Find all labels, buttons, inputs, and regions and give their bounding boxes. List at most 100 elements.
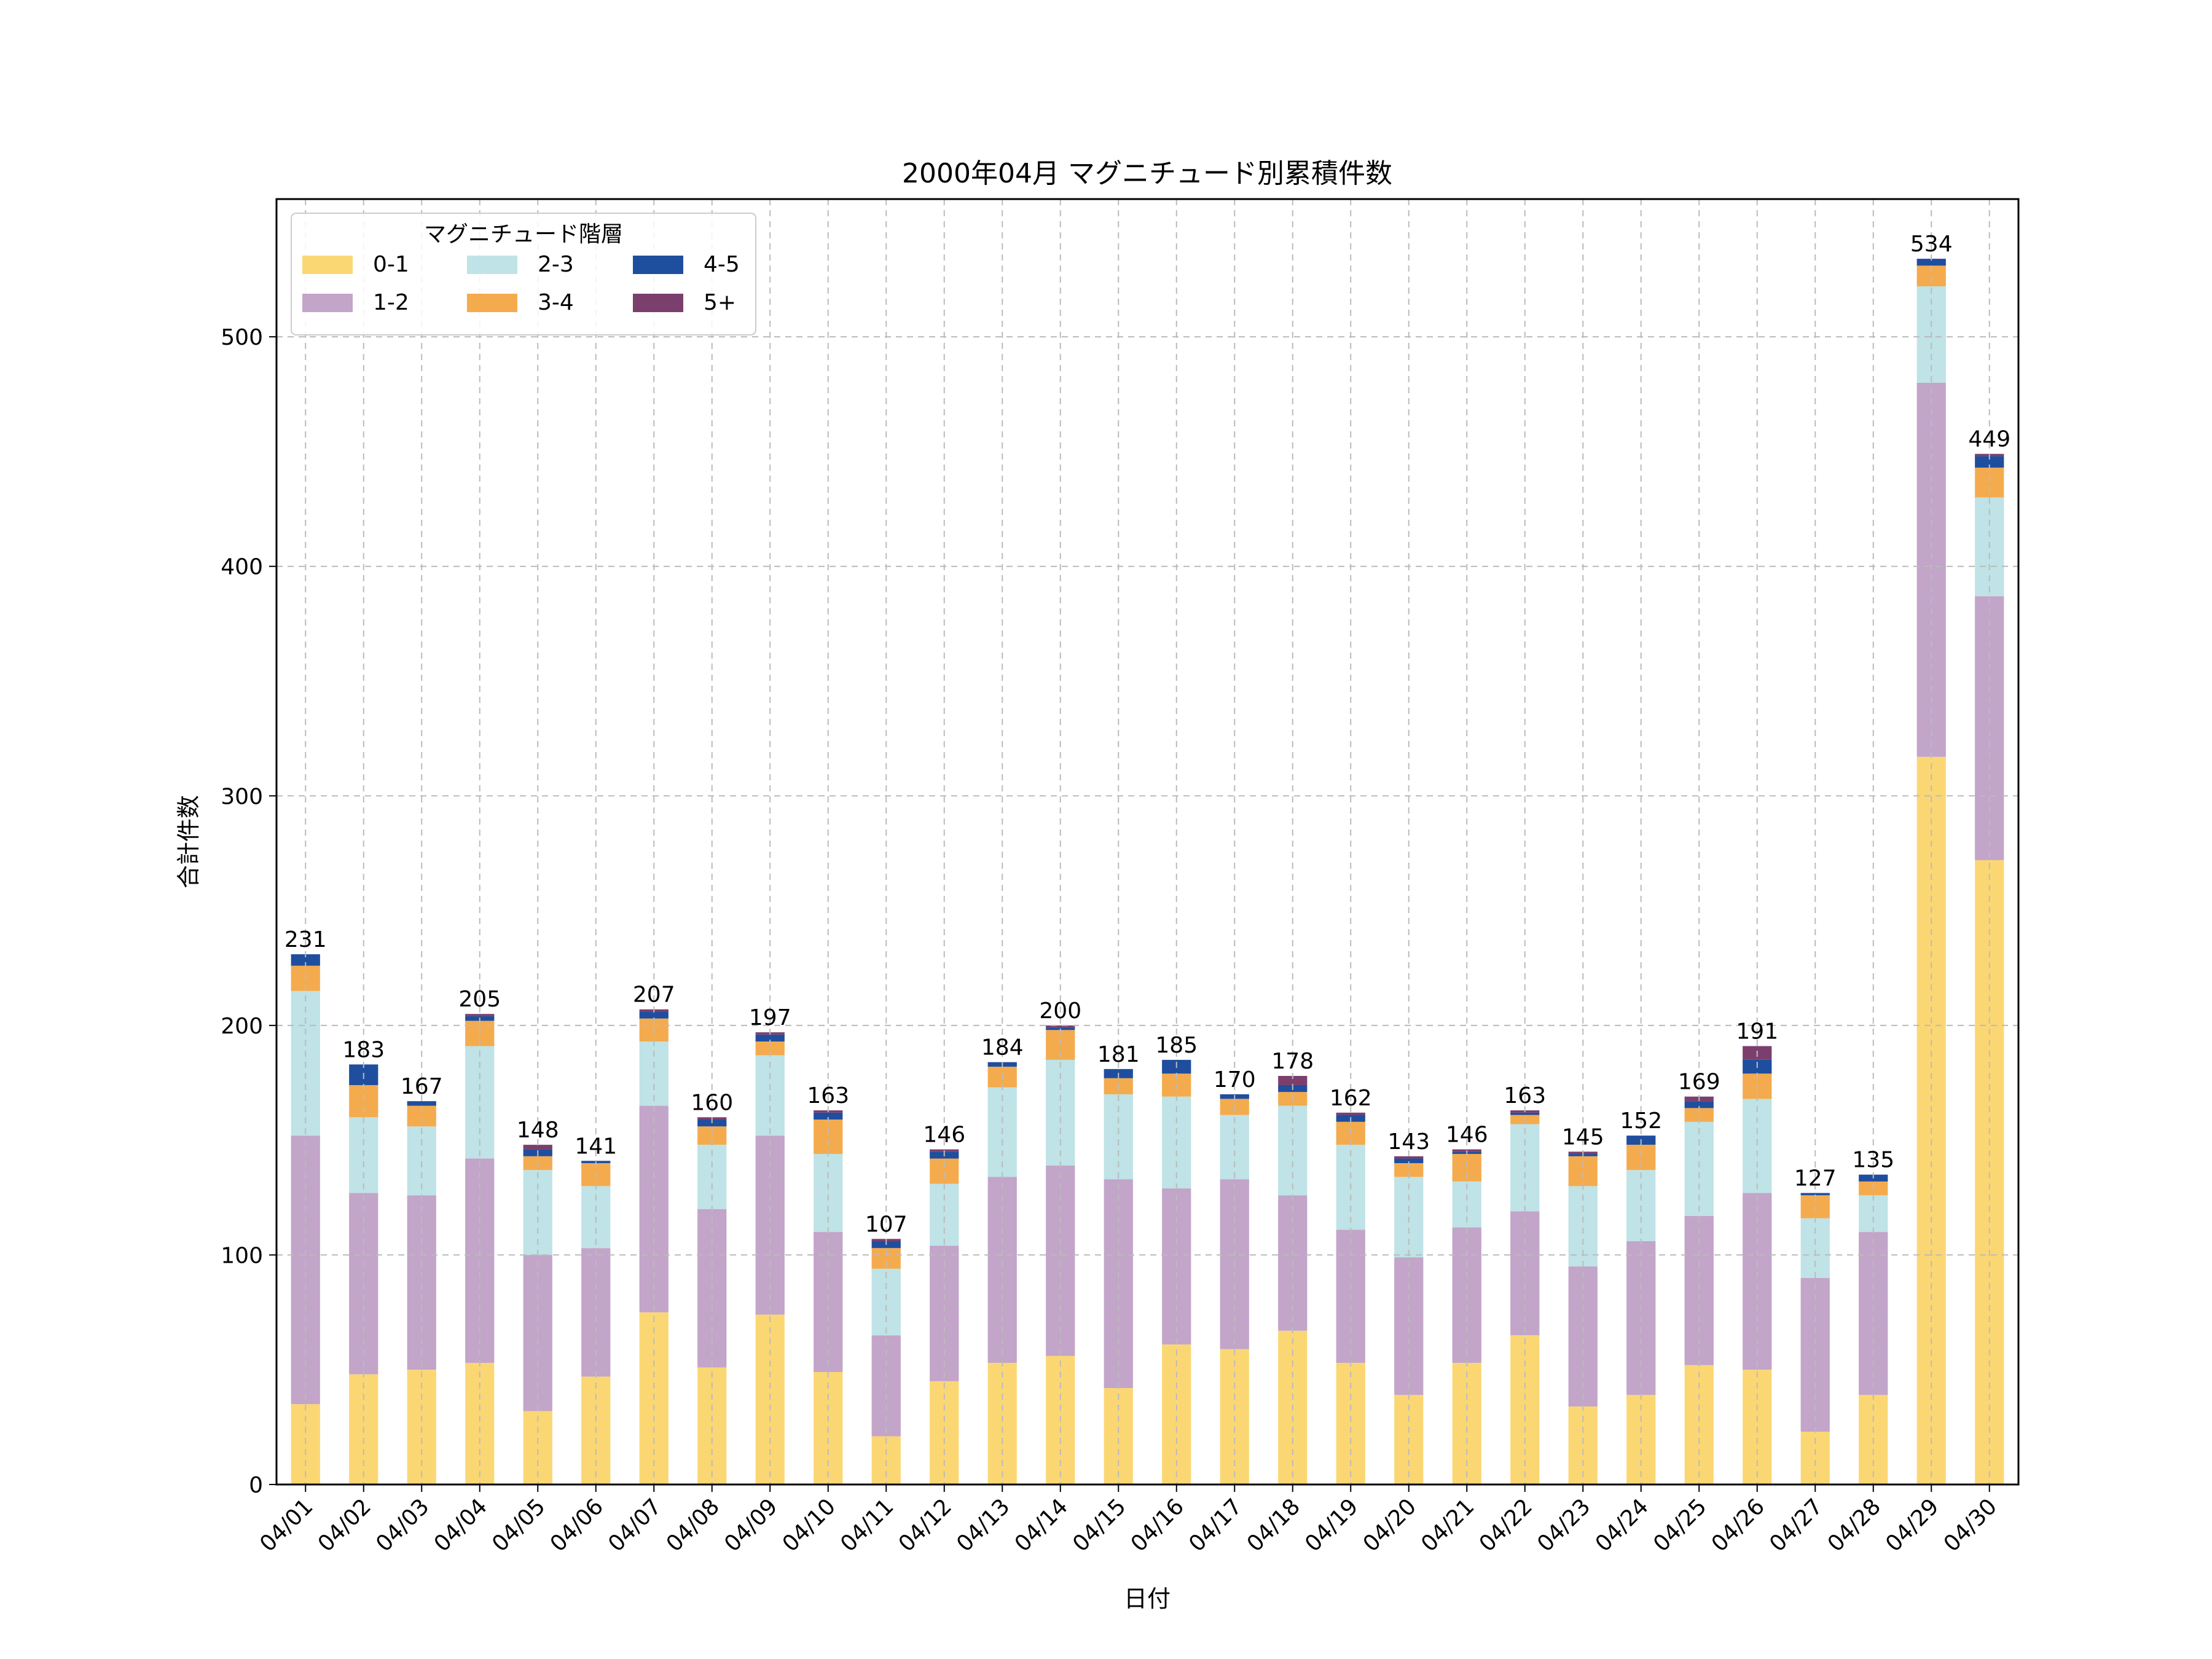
legend-swatch-5+	[633, 294, 683, 312]
total-label-04-17: 170	[1214, 1067, 1256, 1092]
bar-segment-04-25-3-4	[1684, 1108, 1714, 1122]
bar-segment-04-06-1-2	[581, 1248, 611, 1377]
bar-segment-04-20-4-5	[1394, 1158, 1424, 1163]
y-tick-label: 100	[221, 1243, 263, 1268]
legend-title: マグニチュード階層	[424, 222, 623, 247]
bar-segment-04-29-4-5	[1916, 259, 1946, 266]
bar-segment-04-07-4-5	[639, 1011, 669, 1019]
bar-segment-04-28-2-3	[1859, 1195, 1888, 1233]
total-label-04-01: 231	[284, 927, 327, 952]
total-label-04-25: 169	[1678, 1070, 1720, 1095]
bar-segment-04-14-5+	[1046, 1025, 1075, 1028]
bar-segment-04-20-5+	[1394, 1156, 1424, 1159]
legend-label-0-1: 0-1	[373, 252, 409, 277]
bar-segment-04-11-2-3	[871, 1268, 901, 1336]
bar-segment-04-09-4-5	[755, 1034, 785, 1042]
legend: マグニチュード階層 0-1 1-2 2-3 3-4 4-5 5+	[291, 213, 756, 335]
bar-segment-04-23-3-4	[1568, 1156, 1598, 1186]
grid-lines	[276, 199, 2018, 1484]
bar-segment-04-30-3-4	[1975, 468, 2004, 498]
bar-segment-04-27-4-5	[1800, 1193, 1830, 1196]
total-label-04-12: 146	[923, 1123, 965, 1148]
bar-segment-04-04-0-1	[465, 1363, 495, 1484]
total-label-04-03: 167	[401, 1074, 443, 1099]
chart-title: 2000年04月 マグニチュード別累積件数	[902, 158, 1392, 189]
total-label-04-16: 185	[1155, 1033, 1198, 1058]
total-label-04-11: 107	[865, 1212, 908, 1237]
bar-segment-04-19-5+	[1336, 1112, 1365, 1115]
y-axis-title: 合計件数	[175, 795, 202, 888]
bar-segment-04-19-0-1	[1336, 1363, 1365, 1484]
bar-segment-04-12-1-2	[930, 1245, 959, 1381]
bar-segment-04-30-1-2	[1975, 596, 2004, 860]
bar-segment-04-27-2-3	[1800, 1218, 1830, 1278]
total-label-04-29: 534	[1910, 232, 1953, 257]
legend-label-5+: 5+	[704, 290, 736, 315]
bar-segment-04-13-0-1	[987, 1363, 1017, 1484]
bar-segment-04-05-5+	[523, 1145, 552, 1150]
total-label-04-05: 148	[517, 1118, 559, 1143]
bar-segment-04-15-0-1	[1104, 1388, 1133, 1484]
legend-swatch-0-1	[302, 256, 353, 274]
total-label-04-14: 200	[1039, 998, 1081, 1024]
total-label-04-04: 205	[458, 987, 501, 1012]
y-tick-label: 300	[221, 784, 263, 809]
total-label-04-13: 184	[981, 1035, 1024, 1061]
total-label-04-19: 162	[1330, 1086, 1372, 1111]
total-label-04-08: 160	[691, 1090, 733, 1115]
total-label-04-20: 143	[1387, 1129, 1430, 1155]
bar-segment-04-12-2-3	[930, 1183, 959, 1246]
bar-segment-04-17-2-3	[1220, 1115, 1249, 1180]
bar-segment-04-13-1-2	[987, 1177, 1017, 1363]
bar-segment-04-18-5+	[1278, 1076, 1308, 1085]
total-label-04-18: 178	[1271, 1049, 1314, 1074]
y-axis: 0 100 200 300 400 500	[221, 325, 276, 1498]
y-tick-label: 400	[221, 555, 263, 580]
bar-segment-04-10-3-4	[814, 1120, 843, 1155]
legend-swatch-2-3	[467, 256, 517, 274]
y-tick-label: 200	[221, 1014, 263, 1039]
bar-segment-04-26-2-3	[1743, 1099, 1772, 1193]
total-label-04-30: 449	[1968, 427, 2010, 452]
total-label-04-02: 183	[342, 1037, 385, 1062]
total-label-04-21: 146	[1446, 1123, 1488, 1148]
total-label-04-23: 145	[1562, 1124, 1604, 1150]
total-label-04-26: 191	[1736, 1019, 1778, 1044]
bar-segment-04-01-4-5	[291, 954, 320, 966]
plot-area-frame	[275, 198, 2020, 1486]
legend-label-1-2: 1-2	[373, 290, 409, 315]
bar-segment-04-09-3-4	[755, 1041, 785, 1056]
bar-segment-04-30-4-5	[1975, 456, 2004, 468]
y-tick-label: 0	[249, 1473, 263, 1498]
x-axis-title: 日付	[1124, 1585, 1171, 1612]
total-label-04-09: 197	[749, 1005, 791, 1030]
legend-swatch-3-4	[467, 294, 517, 312]
total-labels: 231 183 167 205 148 141 207 160 197 163 107 146 184 2…	[284, 232, 2010, 1237]
bar-segment-04-20-3-4	[1394, 1163, 1424, 1177]
total-label-04-28: 135	[1852, 1148, 1894, 1173]
legend-label-2-3: 2-3	[538, 252, 574, 277]
bar-segment-04-10-4-5	[814, 1112, 843, 1120]
bar-segment-04-04-5+	[465, 1014, 495, 1016]
bar-segment-04-25-2-3	[1684, 1121, 1714, 1216]
total-label-04-24: 152	[1620, 1108, 1662, 1134]
legend-label-4-5: 4-5	[704, 252, 740, 277]
legend-swatch-4-5	[633, 256, 683, 274]
bar-segment-04-22-4-5	[1510, 1112, 1540, 1115]
total-label-04-22: 163	[1504, 1083, 1546, 1108]
total-label-04-07: 207	[633, 982, 675, 1008]
bar-segment-04-21-0-1	[1452, 1363, 1481, 1484]
total-label-04-06: 141	[575, 1134, 617, 1159]
bar-segment-04-25-4-5	[1684, 1101, 1714, 1108]
total-label-04-27: 127	[1794, 1166, 1837, 1191]
total-label-04-15: 181	[1097, 1042, 1140, 1067]
bar-segment-04-28-1-2	[1859, 1232, 1888, 1395]
legend-swatch-1-2	[302, 294, 353, 312]
legend-label-3-4: 3-4	[538, 290, 574, 315]
y-tick-label: 500	[221, 325, 263, 350]
bar-segment-04-03-4-5	[407, 1101, 436, 1106]
total-label-04-10: 163	[807, 1083, 849, 1108]
bar-segment-04-01-1-2	[291, 1135, 320, 1405]
